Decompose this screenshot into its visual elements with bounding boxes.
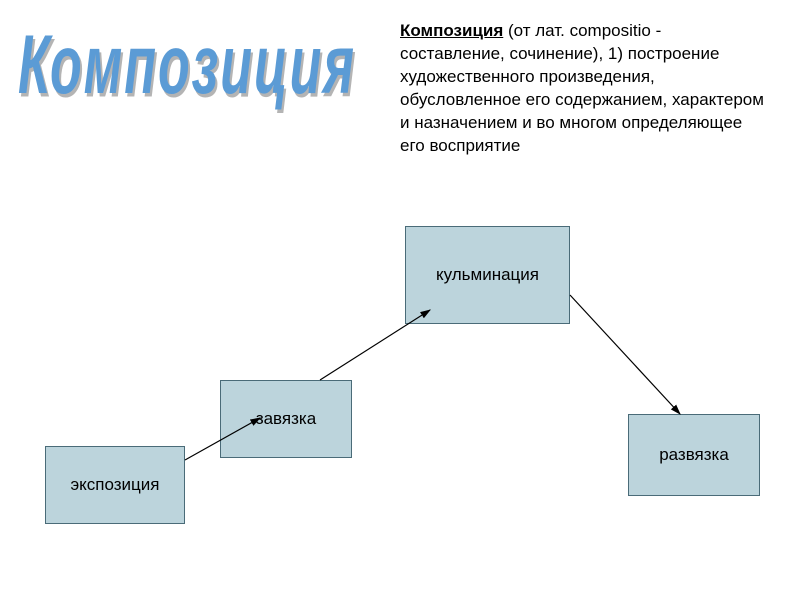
definition-block: Композиция (от лат. compositio - составл… [400, 20, 770, 158]
node-label: завязка [256, 409, 316, 429]
edge-2 [570, 295, 680, 414]
definition-term: Композиция [400, 21, 503, 40]
node-resolution: развязка [628, 414, 760, 496]
node-label: кульминация [436, 265, 539, 285]
node-inciting: завязка [220, 380, 352, 458]
node-label: экспозиция [70, 475, 159, 495]
node-climax: кульминация [405, 226, 570, 324]
page-title: Композиция [18, 18, 356, 114]
node-exposition: экспозиция [45, 446, 185, 524]
node-label: развязка [659, 445, 729, 465]
definition-text: (от лат. compositio - составление, сочин… [400, 21, 764, 155]
